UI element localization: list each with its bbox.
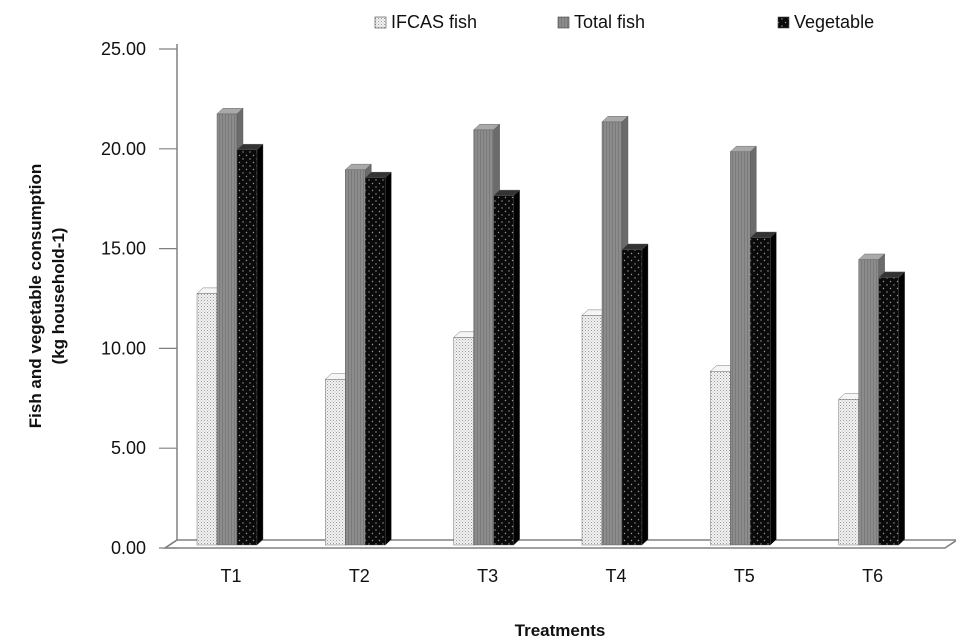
x-tick-label: T6 (862, 566, 883, 586)
bar-front (730, 151, 751, 546)
x-tick-label: T1 (220, 566, 241, 586)
y-tick-label: 0.00 (111, 538, 146, 558)
y-axis-base (164, 539, 178, 549)
bar (364, 171, 392, 546)
bar-front (453, 337, 474, 546)
bar-front (878, 277, 899, 546)
bar-side (385, 171, 392, 546)
bar-front (621, 249, 643, 546)
bar-front (473, 129, 494, 546)
bar-side (641, 243, 649, 546)
y-axis: 0.00 5.00 10.00 15.00 20.00 25.00 (101, 39, 178, 558)
x-tick-label: T4 (605, 566, 626, 586)
bar-front (216, 113, 238, 546)
y-tick-label: 20.00 (101, 139, 146, 159)
bar-front (838, 399, 859, 546)
y-axis-title-line2: (kg household-1) (49, 228, 68, 365)
legend-label: IFCAS fish (391, 12, 477, 32)
bar-front (196, 293, 218, 546)
legend-label: Vegetable (794, 12, 874, 32)
bar-front (601, 121, 623, 546)
bar-side (256, 143, 264, 546)
legend: IFCAS fish Total fish Vegetable (374, 12, 874, 32)
legend-swatch (777, 16, 790, 29)
bar (749, 231, 777, 546)
bar-front (345, 169, 366, 546)
bar-front (493, 195, 514, 546)
bar-side (770, 231, 777, 546)
y-tick-label: 5.00 (111, 438, 146, 458)
x-tick-label: T2 (349, 566, 370, 586)
bar (878, 271, 906, 546)
bar-front (365, 177, 386, 546)
bars-group (196, 107, 906, 546)
bar-front (325, 379, 346, 546)
y-tick-label: 10.00 (101, 338, 146, 358)
bar-side (513, 189, 520, 546)
bar (493, 189, 521, 546)
legend-swatch (557, 16, 570, 29)
x-tick-label: T3 (477, 566, 498, 586)
legend-label: Total fish (574, 12, 645, 32)
bar-front (236, 149, 258, 546)
legend-swatch (374, 16, 387, 29)
bar-front (581, 315, 603, 546)
x-tick-label: T5 (734, 566, 755, 586)
bar-front (750, 237, 771, 546)
y-tick-label: 15.00 (101, 239, 146, 259)
bar (621, 243, 649, 546)
bar-side (898, 271, 905, 546)
chart-floor-plane (162, 539, 956, 549)
bar (236, 143, 264, 546)
bar-front (710, 371, 731, 546)
y-tick-label: 25.00 (101, 39, 146, 59)
bar-front (858, 259, 879, 546)
x-axis-title: Treatments (515, 621, 606, 639)
chart-floor (162, 539, 956, 549)
x-axis-ticks: T1 T2 T3 T4 T5 T6 (220, 566, 883, 586)
y-axis-title-line1: Fish and vegetable consumption (26, 164, 45, 428)
